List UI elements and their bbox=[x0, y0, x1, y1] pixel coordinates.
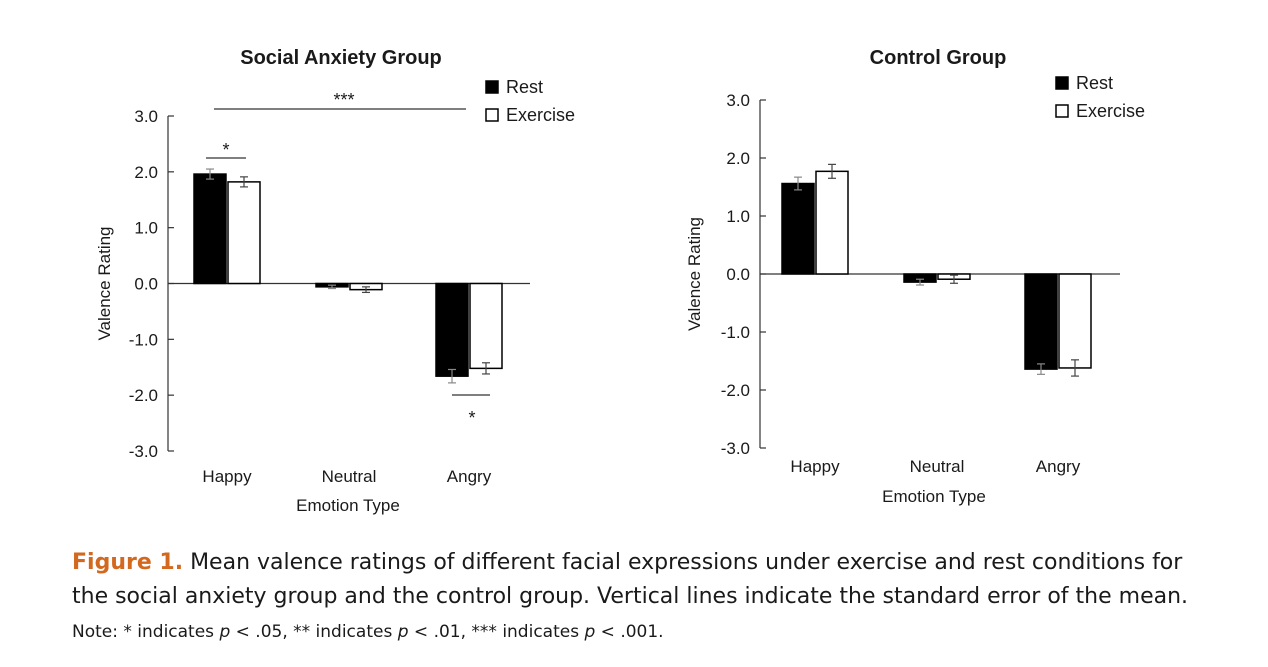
bar-exercise-happy bbox=[815, 170, 849, 275]
y-tick-label: 3.0 bbox=[134, 107, 158, 126]
y-tick-label: -1.0 bbox=[129, 330, 158, 349]
bar-rest-happy bbox=[193, 173, 227, 285]
x-axis-label: Emotion Type bbox=[296, 496, 400, 515]
y-axis-label: Valence Rating bbox=[95, 226, 114, 340]
bar-rest-angry bbox=[435, 282, 469, 377]
y-tick-label: -3.0 bbox=[129, 442, 158, 461]
y-tick-label: 1.0 bbox=[134, 219, 158, 238]
category-label: Happy bbox=[202, 467, 252, 486]
category-label: Neutral bbox=[910, 457, 965, 476]
note-text-3: < .01, *** indicates bbox=[408, 622, 585, 642]
legend-swatch-rest bbox=[1055, 76, 1069, 90]
note-text-4: < .001. bbox=[595, 622, 664, 642]
legend-swatch-exercise bbox=[1055, 104, 1069, 118]
note-p-3: p bbox=[584, 622, 596, 642]
y-tick-label: -1.0 bbox=[721, 323, 750, 342]
note-p-2: p bbox=[397, 622, 409, 642]
figure-caption: Figure 1. Mean valence ratings of differ… bbox=[72, 546, 1222, 614]
legend-label-rest: Rest bbox=[1076, 73, 1113, 93]
note-text-1: Note: * indicates bbox=[72, 622, 220, 642]
bar-rest-angry bbox=[1024, 273, 1058, 370]
bar-exercise-angry bbox=[469, 282, 503, 370]
significance-marker: * bbox=[468, 408, 475, 428]
significance-marker: *** bbox=[333, 90, 354, 110]
y-tick-label: 0.0 bbox=[134, 275, 158, 294]
bar-exercise-angry bbox=[1058, 273, 1092, 369]
caption-text: Mean valence ratings of different facial… bbox=[72, 550, 1189, 609]
y-tick-label: 1.0 bbox=[726, 207, 750, 226]
y-tick-label: -2.0 bbox=[721, 381, 750, 400]
legend-swatch-exercise bbox=[485, 108, 499, 122]
y-axis-label: Valence Rating bbox=[685, 217, 704, 331]
category-label: Happy bbox=[790, 457, 840, 476]
legend-label-rest: Rest bbox=[506, 77, 543, 97]
chart-title: Control Group bbox=[870, 47, 1007, 69]
y-tick-label: 3.0 bbox=[726, 91, 750, 110]
significance-marker: * bbox=[222, 140, 229, 160]
category-label: Angry bbox=[447, 467, 492, 486]
note-p-1: p bbox=[219, 622, 231, 642]
x-axis-label: Emotion Type bbox=[882, 487, 986, 506]
category-label: Angry bbox=[1036, 457, 1081, 476]
category-label: Neutral bbox=[322, 467, 377, 486]
note-text-2: < .05, ** indicates bbox=[230, 622, 398, 642]
legend-label-exercise: Exercise bbox=[506, 105, 575, 125]
legend-label-exercise: Exercise bbox=[1076, 101, 1145, 121]
chart-title: Social Anxiety Group bbox=[240, 47, 442, 69]
caption-label: Figure 1. bbox=[72, 550, 184, 575]
y-tick-label: 0.0 bbox=[726, 265, 750, 284]
y-tick-label: -3.0 bbox=[721, 439, 750, 458]
bar-rest-happy bbox=[781, 182, 815, 275]
y-tick-label: 2.0 bbox=[726, 149, 750, 168]
figure-charts: Social Anxiety Group 3.0 2.0 1.0 0.0 -1.0 -2.0… bbox=[95, 47, 1145, 515]
y-tick-label: -2.0 bbox=[129, 386, 158, 405]
y-tick-label: 2.0 bbox=[134, 163, 158, 182]
bar-exercise-happy bbox=[227, 181, 261, 285]
figure-note: Note: * indicates p < .05, ** indicates … bbox=[72, 622, 1222, 642]
legend-swatch-rest bbox=[485, 80, 499, 94]
